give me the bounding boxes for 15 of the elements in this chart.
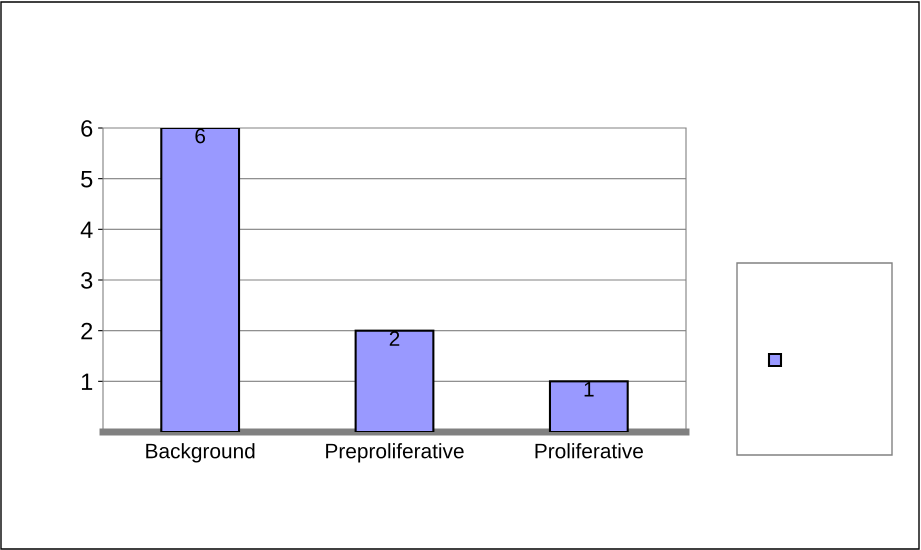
y-tick-label: 3 — [81, 272, 92, 289]
bar — [548, 380, 629, 432]
y-tick-label: 6 — [81, 120, 92, 137]
data-label: 6 — [195, 128, 206, 144]
y-tick-label: 1 — [82, 374, 92, 390]
y-tick-label: 2 — [81, 322, 92, 340]
y-tick-label: 4 — [80, 222, 93, 238]
x-tick-label: Proliferative — [536, 443, 643, 458]
x-tick-label: Background — [146, 443, 254, 463]
x-tick-label: Preproliferative — [326, 443, 464, 463]
y-tick-label: 5 — [81, 170, 92, 188]
data-label: 1 — [584, 382, 594, 396]
bar — [160, 128, 240, 432]
data-label: 2 — [390, 331, 400, 346]
bar — [354, 330, 434, 432]
